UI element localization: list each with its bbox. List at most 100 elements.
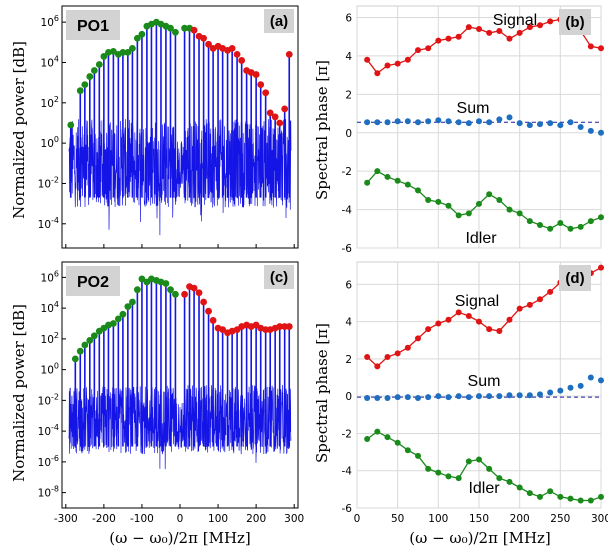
signal-point [455,309,462,316]
signal-point [374,363,381,370]
signal-point [445,316,452,323]
y-tick-label: -2 [342,166,352,178]
green-marker [124,303,132,310]
y-tick-label: 0 [345,128,352,140]
signal-point [465,24,472,31]
y-tick-label: 6 [345,13,352,25]
sum-point [435,117,442,124]
idler-point [394,177,401,184]
panel-label: PO2 [77,274,109,291]
sum-point [455,393,462,400]
idler-point [496,475,503,482]
y-tick-label: 6 [345,279,352,291]
signal-point [415,335,421,342]
sum-point [394,118,401,125]
sum-point [526,392,533,399]
green-marker [95,61,103,68]
sum-point [557,387,564,394]
y-tick-label: 10-2 [38,175,59,190]
x-tick-label: 300 [591,513,608,525]
signal-point [364,56,371,63]
sum-point [384,395,391,402]
x-tick-label: 300 [284,513,304,525]
red-marker [200,298,208,306]
idler-point [374,428,381,435]
green-marker [90,67,98,74]
idler-point [415,187,421,194]
y-tick-label: 102 [41,331,59,346]
green-marker [71,355,79,363]
y-tick-label: 10-8 [38,485,59,500]
y-tick-label: 100 [41,362,59,377]
x-axis-title-left: (ω − ω₀)/2π [MHz] [109,529,251,547]
sum-point [476,393,482,400]
sum-point [384,119,391,126]
green-marker [109,320,117,327]
panel-tag-box [264,9,294,33]
idler-point [598,493,604,500]
y-tick-label: 2 [345,89,352,101]
signal-point [476,26,482,33]
plot-frame [61,261,299,509]
sum-point [415,395,421,402]
signal-point [496,27,503,34]
sum-point [465,120,472,127]
x-tick-label: -300 [54,513,78,525]
sum-point [404,394,411,401]
idler-point [598,214,604,221]
idler-point [374,168,381,175]
red-marker [266,109,274,117]
idler-point [486,191,493,198]
x-tick-label: 200 [246,513,266,525]
y-tick-label: 104 [41,54,59,69]
panel-tag: (a) [270,13,288,30]
signal-point [537,22,543,29]
idler-point [537,493,543,500]
y-tick-label: -2 [342,428,352,440]
red-marker [257,81,265,89]
idler-point [465,458,472,465]
idler-point [547,225,554,232]
red-marker [271,113,279,121]
sum-point [445,118,452,125]
red-marker [285,323,293,330]
signal-point [587,43,594,50]
green-marker [172,28,179,36]
green-marker [76,87,84,95]
idler-point [476,200,482,207]
sum-point [577,382,584,389]
idler-point [404,447,411,454]
idler-point [486,465,493,472]
sum-point [577,124,584,130]
green-marker [109,47,117,55]
green-marker [81,341,89,349]
idler-point [587,218,594,225]
idler-point [435,469,442,476]
red-marker [190,284,198,292]
green-marker [76,347,84,355]
annotation-sum: Sum [457,100,490,117]
x-tick-label: 0 [354,513,361,525]
green-marker [167,24,174,32]
signal-point [496,327,503,334]
red-marker [252,71,260,78]
signal-point [364,354,371,361]
red-marker [238,57,246,64]
signal-point [486,29,493,36]
x-tick-label: 0 [177,513,184,525]
signal-point [598,45,604,52]
sum-point [598,129,604,136]
green-marker [181,24,188,32]
x-tick-label: 100 [208,513,228,525]
red-marker [281,105,289,113]
noise-floor-trace [68,384,292,470]
idler-point [516,484,523,491]
green-marker [119,310,127,318]
idler-point [415,452,421,459]
green-marker [86,73,94,80]
sum-point [486,119,493,126]
y-tick-label: 10-4 [38,423,59,438]
idler-point [404,181,411,188]
signal-point [537,296,543,303]
